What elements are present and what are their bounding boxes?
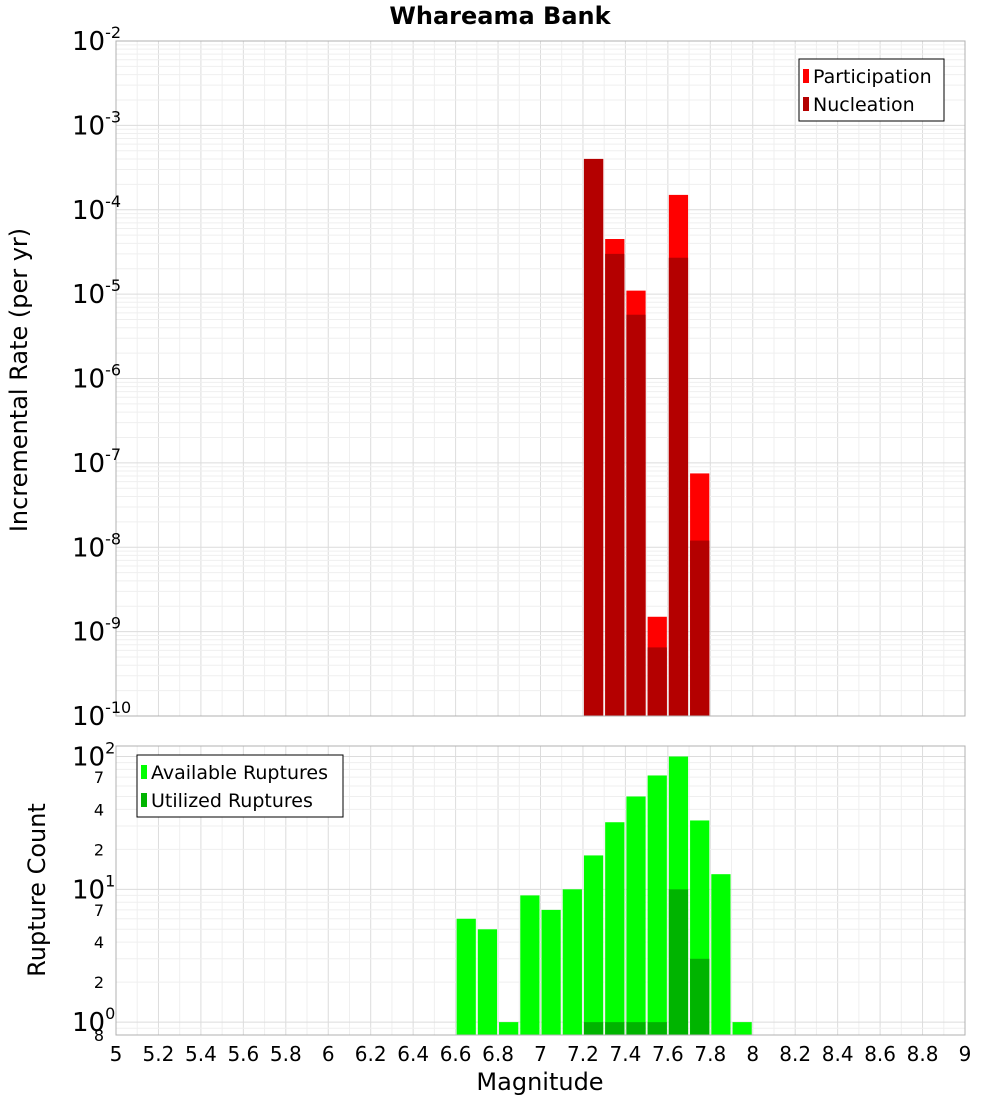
top-y-tick-major: 10-3 bbox=[72, 107, 121, 141]
x-tick-label: 7 bbox=[534, 1042, 547, 1066]
bottom-bars bbox=[456, 756, 752, 1035]
top-y-tick-labels: 10-10 10-9 10-8 10-7 10-6 10-5 10-4 10-3 10-2 bbox=[72, 23, 131, 732]
top-y-tick-major: 10-10 bbox=[72, 698, 131, 732]
bottom-y-tick-major: 102 bbox=[72, 739, 115, 773]
top-bar-nucleation bbox=[690, 540, 710, 716]
top-bar-nucleation bbox=[605, 253, 625, 716]
x-tick-label: 5 bbox=[110, 1042, 123, 1066]
x-tick-label: 8.2 bbox=[779, 1042, 811, 1066]
legend-entry: Participation bbox=[813, 66, 932, 88]
bottom-bar-available-ruptures bbox=[520, 895, 540, 1035]
x-tick-label: 5.6 bbox=[227, 1042, 259, 1066]
bottom-bar-utilized-ruptures bbox=[626, 1022, 646, 1035]
x-tick-label: 8.6 bbox=[864, 1042, 896, 1066]
top-y-axis-label: Incremental Rate (per yr) bbox=[5, 228, 33, 532]
x-tick-label: 6 bbox=[322, 1042, 335, 1066]
bottom-bar-utilized-ruptures bbox=[583, 1022, 604, 1035]
x-tick-label: 7.2 bbox=[567, 1042, 599, 1066]
x-axis-label: Magnitude bbox=[476, 1068, 603, 1096]
bottom-y-tick-minor: 8 bbox=[94, 1026, 104, 1045]
top-y-tick-major: 10-2 bbox=[72, 23, 121, 57]
bottom-y-tick-minor: 7 bbox=[94, 768, 104, 787]
top-bar-nucleation bbox=[668, 257, 689, 716]
bottom-y-tick-minor: 2 bbox=[94, 840, 104, 859]
bottom-bar-available-ruptures bbox=[562, 889, 582, 1035]
bottom-bar-available-ruptures bbox=[499, 1022, 519, 1035]
bottom-bar-available-ruptures bbox=[647, 775, 667, 1035]
x-tick-label: 5.2 bbox=[143, 1042, 175, 1066]
legend-entry: Nucleation bbox=[813, 94, 915, 116]
bottom-y-tick-minor: 2 bbox=[94, 973, 104, 992]
x-tick-label: 6.6 bbox=[440, 1042, 472, 1066]
chart-title: Whareama Bank bbox=[389, 2, 611, 30]
bottom-panel: 100 101 102 8 2 4 7 2 4 7 5 5.2 5.4 5.6 5.8 6 6.2 6.4 6.6… bbox=[23, 739, 971, 1096]
bottom-bar-available-ruptures bbox=[583, 855, 604, 1035]
top-bar-nucleation bbox=[583, 158, 604, 717]
top-y-tick-major: 10-9 bbox=[72, 614, 121, 648]
legend-entry: Available Ruptures bbox=[151, 762, 328, 784]
bottom-bar-available-ruptures bbox=[732, 1022, 752, 1035]
legend-box bbox=[798, 58, 945, 122]
bottom-bar-available-ruptures bbox=[605, 822, 625, 1035]
legend-swatch bbox=[141, 793, 147, 807]
x-tick-label: 6.4 bbox=[397, 1042, 429, 1066]
top-bar-nucleation bbox=[626, 314, 646, 716]
top-y-tick-major: 10-5 bbox=[72, 276, 121, 310]
legend-swatch bbox=[803, 69, 809, 83]
x-tick-label: 7.6 bbox=[652, 1042, 684, 1066]
legend-entry: Utilized Ruptures bbox=[151, 790, 313, 812]
top-grid bbox=[115, 40, 966, 717]
bottom-y-tick-minor: 4 bbox=[94, 933, 104, 952]
bottom-bar-available-ruptures bbox=[456, 918, 476, 1035]
top-plot-border bbox=[115, 40, 966, 717]
bottom-y-tick-major: 101 bbox=[72, 871, 115, 905]
x-tick-label: 7.4 bbox=[609, 1042, 641, 1066]
bottom-plot-border bbox=[115, 745, 966, 1036]
bottom-bar-available-ruptures bbox=[541, 909, 561, 1035]
top-legend: Participation Nucleation bbox=[798, 58, 945, 122]
top-bars bbox=[583, 158, 710, 717]
x-tick-label: 8.4 bbox=[822, 1042, 854, 1066]
top-y-tick-major: 10-8 bbox=[72, 529, 121, 563]
bottom-y-tick-major: 100 bbox=[72, 1004, 115, 1038]
top-y-tick-major: 10-4 bbox=[72, 192, 121, 226]
bottom-bar-available-ruptures bbox=[477, 929, 498, 1035]
bottom-bar-utilized-ruptures bbox=[690, 958, 710, 1035]
x-tick-label: 8.8 bbox=[907, 1042, 939, 1066]
bottom-bar-available-ruptures bbox=[711, 874, 731, 1035]
x-tick-label: 5.4 bbox=[185, 1042, 217, 1066]
top-y-tick-major: 10-7 bbox=[72, 445, 121, 479]
bottom-bar-available-ruptures bbox=[626, 796, 646, 1035]
legend-box bbox=[136, 754, 344, 818]
x-tick-labels: 5 5.2 5.4 5.6 5.8 6 6.2 6.4 6.6 6.8 7 7.2 7.4 7.6 7.8 8… bbox=[110, 1042, 972, 1066]
x-tick-label: 9 bbox=[959, 1042, 972, 1066]
bottom-y-tick-minor: 7 bbox=[94, 901, 104, 920]
bottom-y-tick-labels: 100 101 102 8 2 4 7 2 4 7 bbox=[72, 739, 115, 1045]
legend-swatch bbox=[141, 765, 147, 779]
legend-swatch bbox=[803, 97, 809, 111]
x-tick-label: 6.2 bbox=[355, 1042, 387, 1066]
bottom-bar-utilized-ruptures bbox=[647, 1022, 667, 1035]
x-tick-label: 8 bbox=[746, 1042, 759, 1066]
bottom-legend: Available Ruptures Utilized Ruptures bbox=[136, 754, 344, 818]
x-tick-label: 6.8 bbox=[482, 1042, 514, 1066]
bottom-bar-utilized-ruptures bbox=[605, 1022, 625, 1035]
bottom-bar-utilized-ruptures bbox=[668, 889, 689, 1035]
x-tick-label: 5.8 bbox=[270, 1042, 302, 1066]
top-bar-nucleation bbox=[647, 647, 667, 716]
bottom-y-tick-minor: 4 bbox=[94, 800, 104, 819]
top-y-tick-major: 10-6 bbox=[72, 361, 121, 395]
x-tick-label: 7.8 bbox=[694, 1042, 726, 1066]
bottom-y-axis-label: Rupture Count bbox=[23, 803, 51, 977]
top-panel: 10-10 10-9 10-8 10-7 10-6 10-5 10-4 10-3 10-2 In… bbox=[5, 23, 966, 732]
